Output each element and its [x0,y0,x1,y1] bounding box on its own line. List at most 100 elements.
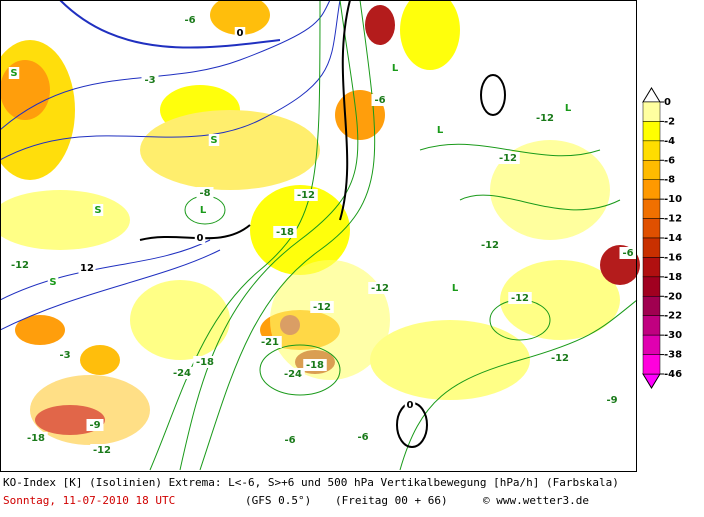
contour-label: -6 [184,15,195,26]
label-box [354,431,372,443]
map: 0 -6 -3 S S -6 -12 -12 L L L -8 0 -12 12 S -12 -12 -12 -18 L… [0,0,640,472]
contour-label: -6 [622,248,633,259]
isolines [0,0,638,471]
contour-label: L [437,125,444,136]
label-box [449,282,461,294]
contour-label: -3 [144,75,155,86]
label-box [548,352,572,364]
label-box [478,239,502,251]
label-box [368,282,392,294]
colorbar-tick-label: 0 [664,97,671,108]
footer: KO-Index [K] (Isolinien) Extrema: L<-6, … [3,476,619,507]
label-box [562,102,574,114]
label-box [56,349,74,361]
label-box [170,367,194,379]
contour-label: L [565,103,572,114]
colorbar-segment [642,140,661,161]
contour-label: -6 [374,95,385,106]
contour-label: -12 [371,283,389,294]
label-box [619,247,637,259]
label-box [234,27,246,39]
contour-label: -8 [199,188,210,199]
label-box [281,368,305,380]
colorbar-segment [642,101,661,122]
label-box [90,444,114,456]
colorbar-segment [642,276,661,297]
contour-label: 0 [407,400,414,411]
colorbar-tick-label: -12 [664,214,682,225]
label-box [310,301,334,313]
colorbar-segment [642,179,661,200]
colorbar-tick-label: -4 [664,136,675,147]
label-box [193,356,217,368]
contour-label: 0 [197,233,204,244]
colorbar-tick-label: -38 [664,350,682,361]
label-box [303,359,327,371]
contour-label: -24 [284,369,302,380]
contour-label: S [210,135,217,146]
label-box [24,432,48,444]
footer-date: Sonntag, 11-07-2010 18 UTC [3,494,175,507]
footer-line: KO-Index [K] (Isolinien) Extrema: L<-6, … [3,476,619,489]
shading [0,0,640,445]
contour-label: -18 [27,433,45,444]
colorbar-segment [642,296,661,316]
colorbar-segment [642,198,661,219]
contour-label: -12 [499,153,517,164]
colorbar-segment [642,257,661,278]
footer-run: (Freitag 00 + 66) [335,494,448,507]
contour-label: 12 [80,263,94,274]
map-border [0,0,637,472]
contour-label: -9 [89,420,100,431]
contour-label: L [200,205,207,216]
label-box [86,419,104,431]
contour-label: -3 [59,350,70,361]
label-box [281,434,299,446]
colorbar-tick-label: -20 [664,291,682,302]
contour-label: -18 [306,360,324,371]
label-box [496,152,520,164]
contour-label: -18 [276,227,294,238]
label-box [194,232,206,244]
colorbar-tick-label: -22 [664,311,682,322]
colorbar-tick-label: -16 [664,252,682,263]
colorbar-tick-label: -8 [664,175,675,186]
label-box [404,399,416,411]
colorbar-tick-label: -30 [664,330,682,341]
label-box [92,204,104,216]
label-box [273,226,297,238]
colorbar-tick-label: -10 [664,194,682,205]
label-box [603,394,621,406]
label-box [181,14,199,26]
contour-label: -12 [536,113,554,124]
contour-label: -12 [11,260,29,271]
contour-label: L [392,63,399,74]
contour-label: -18 [196,357,214,368]
contour-label: S [94,205,101,216]
label-box [208,134,220,146]
contour-label: -12 [481,240,499,251]
contour-label: -12 [93,445,111,456]
label-box [197,204,209,216]
label-box [371,94,389,106]
label-box [78,262,96,274]
colorbar-tick-label: -14 [664,233,682,244]
contour-label: -12 [297,190,315,201]
footer-model: (GFS 0.5°) [245,494,311,507]
footer-credit: © www.wetter3.de [483,494,589,507]
colorbar-segment [642,354,661,375]
contour-label: -6 [357,432,368,443]
colorbar-tick-label: -46 [664,369,682,380]
contour-label: -12 [511,293,529,304]
colorbar-tick-label: -2 [664,116,675,127]
colorbar-segment [642,160,661,180]
label-box [533,112,557,124]
label-box [196,187,214,199]
colorbar-segment [642,121,661,142]
contour-labels: 0 -6 -3 S S -6 -12 -12 L L L -8 0 -12 12 S -12 -12 -12 -18 L… [8,14,637,456]
colorbar-segment [642,334,661,355]
label-box [141,74,159,86]
colorbar-tick-label: -6 [664,155,675,166]
label-box [258,336,282,348]
